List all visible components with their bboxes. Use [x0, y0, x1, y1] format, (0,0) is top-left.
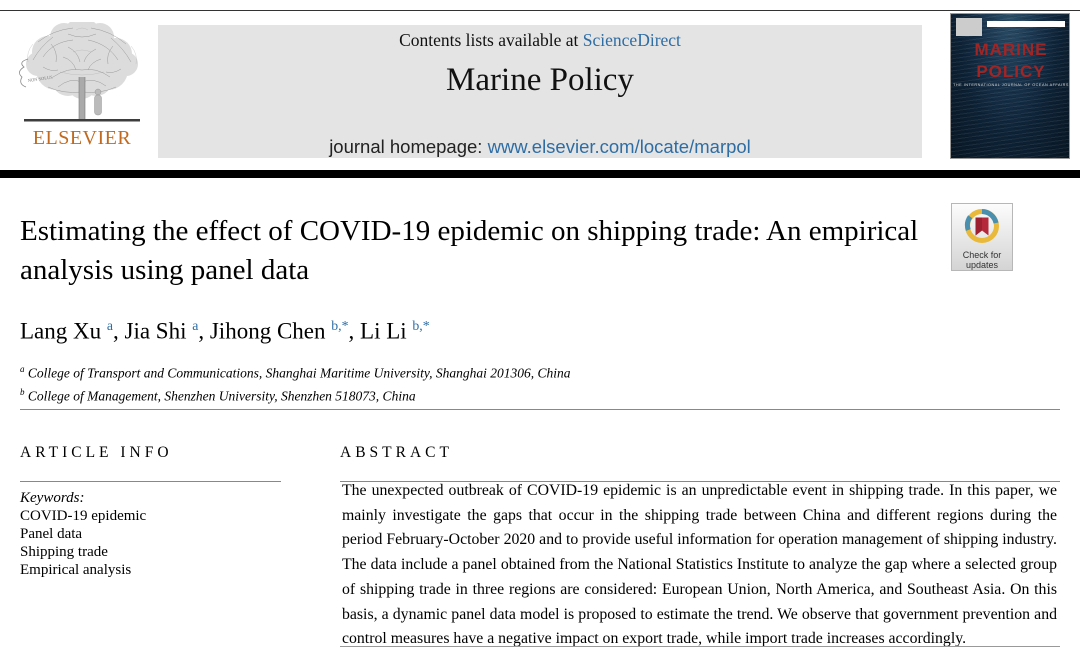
svg-text:ELSEVIER: ELSEVIER — [33, 127, 132, 149]
